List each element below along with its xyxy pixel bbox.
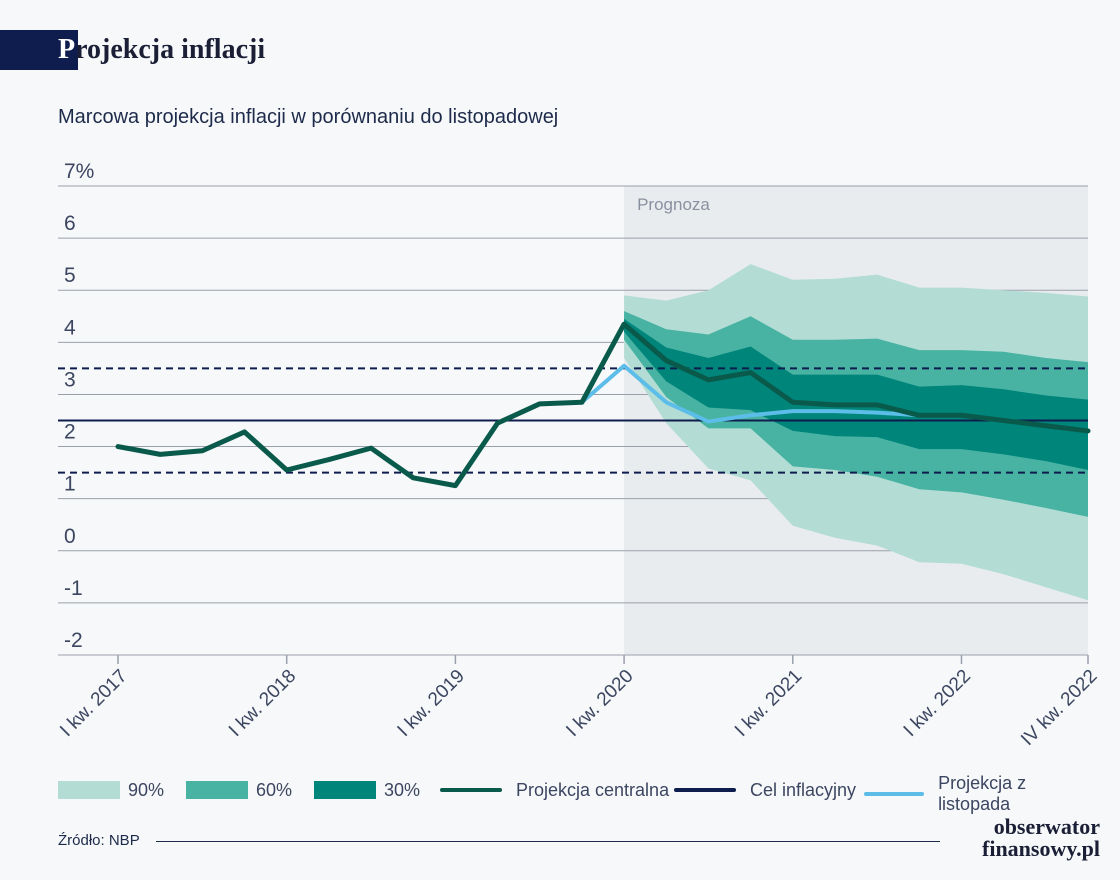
- y-tick-label: -2: [64, 629, 83, 652]
- legend-label-central: Projekcja centralna: [516, 779, 670, 800]
- forecast-label: Prognoza: [637, 195, 710, 214]
- title-rest: rojekcja inflacji: [75, 34, 266, 65]
- chart-legend: 90% 60% 30% Projekcja centralna Cel infl…: [58, 773, 1098, 814]
- legend-swatch-band30: [314, 781, 376, 799]
- legend-item-november: Projekcja z listopada: [864, 773, 1098, 814]
- y-tick-label: -1: [64, 577, 83, 600]
- y-tick-label: 7%: [64, 160, 94, 183]
- legend-swatch-band60: [186, 781, 248, 799]
- title-accent-bar: [0, 30, 78, 70]
- y-tick-label: 3: [64, 368, 76, 391]
- legend-label-band30: 30%: [384, 779, 421, 800]
- legend-label-band90: 90%: [128, 779, 165, 800]
- legend-label-band60: 60%: [256, 779, 293, 800]
- x-tick-label: I kw. 2020: [562, 666, 637, 741]
- chart-subtitle: Marcowa projekcja inflacji w porównaniu …: [58, 106, 559, 128]
- x-tick-label: I kw. 2021: [731, 666, 806, 741]
- legend-item-band30: 30%: [314, 776, 420, 804]
- y-tick-label: 4: [64, 316, 76, 339]
- series-line-central: [115, 321, 1091, 489]
- x-tick-label: I kw. 2022: [900, 666, 975, 741]
- x-tick-label: I kw. 2017: [56, 666, 131, 741]
- y-tick-label: 6: [64, 212, 76, 235]
- legend-line-november: [864, 792, 925, 796]
- x-tick-label: I kw. 2019: [394, 666, 469, 741]
- legend-item-band90: 90%: [58, 776, 164, 804]
- legend-item-target: Cel inflacyjny: [674, 776, 856, 804]
- brand-logo: obserwator finansowy.pl: [950, 816, 1100, 860]
- y-tick-label: 2: [64, 421, 76, 444]
- legend-swatch-band90: [58, 781, 120, 799]
- legend-line-target: [674, 788, 736, 792]
- source-note: Źródło: NBP: [58, 832, 140, 849]
- title-first-letter: P: [58, 34, 76, 65]
- source-divider: [156, 841, 940, 842]
- fan-band-30: [624, 318, 1088, 471]
- logo-line-2: finansowy.pl: [982, 836, 1100, 861]
- legend-label-target: Cel inflacyjny: [750, 779, 857, 800]
- legend-label-november: Projekcja z listopada: [938, 773, 1027, 814]
- legend-item-band60: 60%: [186, 776, 292, 804]
- series-line-november: [579, 363, 922, 424]
- y-tick-label: 1: [64, 473, 76, 496]
- y-tick-label: 5: [64, 264, 76, 287]
- legend-line-central: [440, 788, 502, 792]
- x-tick-label: I kw. 2018: [225, 666, 300, 741]
- y-tick-label: 0: [64, 525, 76, 548]
- page-title: Projekcja inflacji: [58, 30, 265, 70]
- x-tick-label: IV kw. 2022: [1017, 666, 1101, 750]
- legend-item-central: Projekcja centralna: [440, 776, 669, 804]
- logo-line-1: obserwator: [993, 814, 1100, 839]
